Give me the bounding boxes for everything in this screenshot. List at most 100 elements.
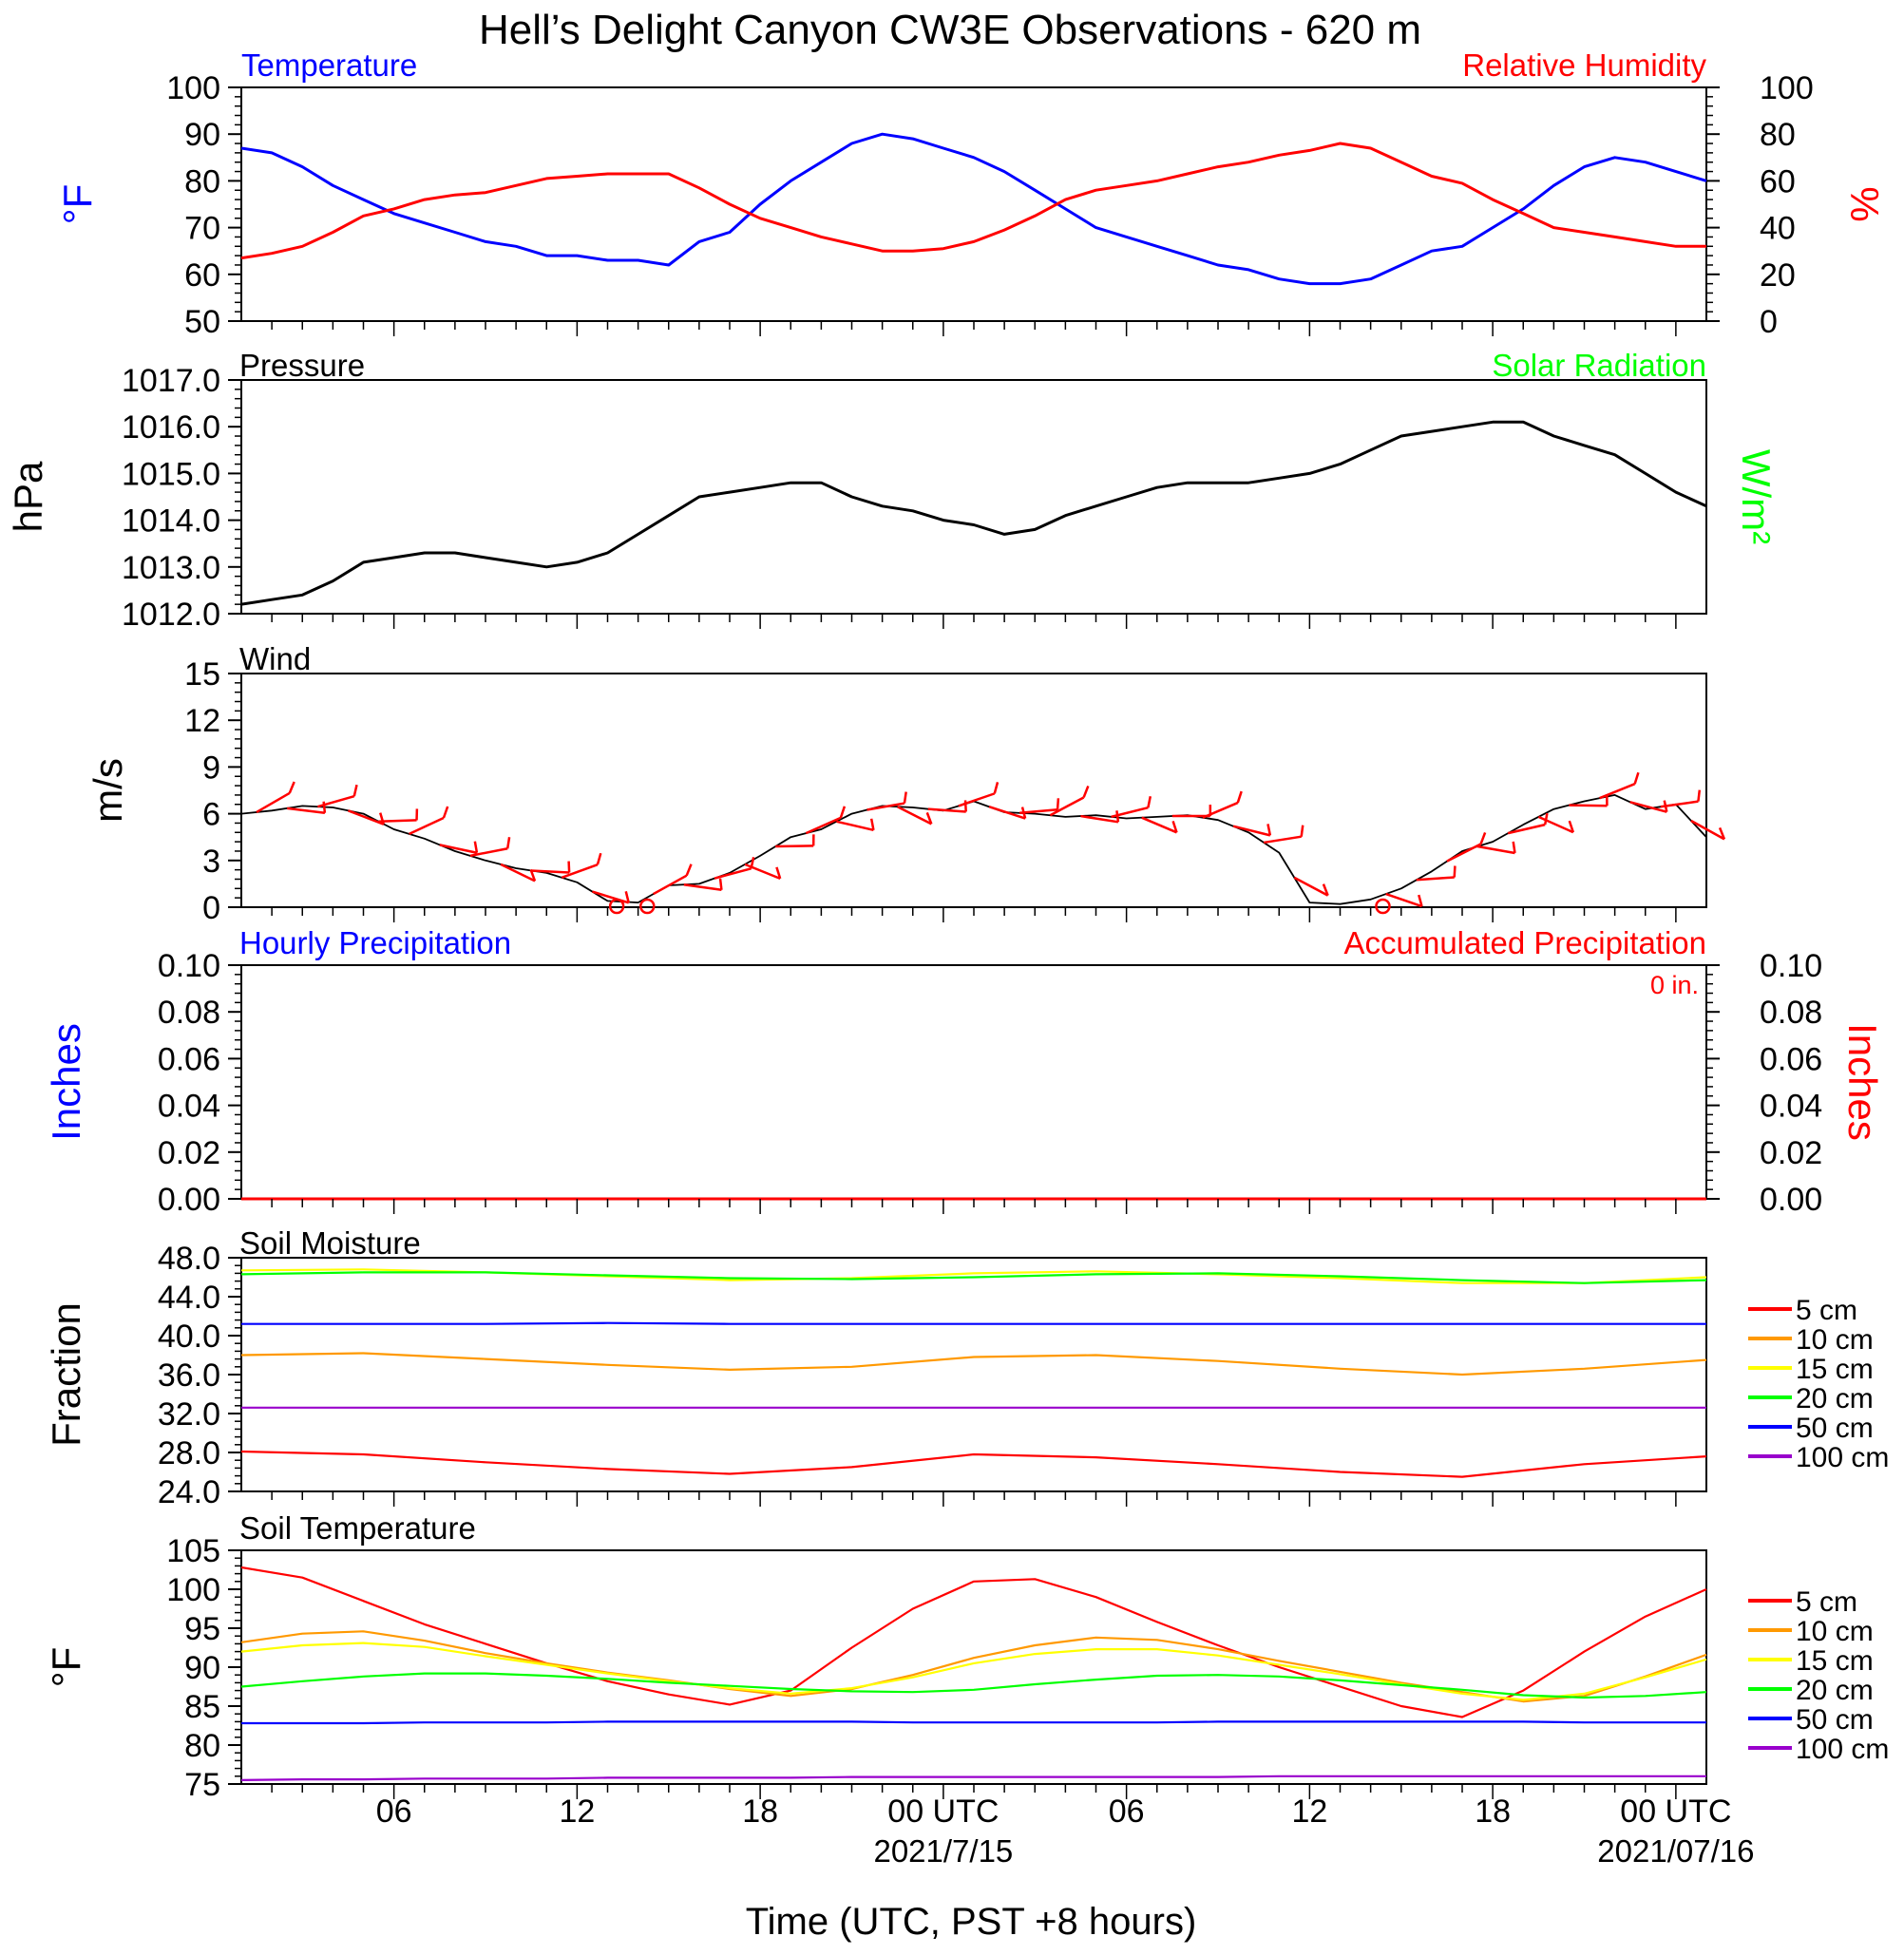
legend-label: 15 cm (1796, 1354, 1874, 1385)
y2-tick-label: 0.08 (1760, 995, 1822, 1031)
wind-barb-flag (685, 864, 693, 877)
y-tick-label: 100 (166, 70, 220, 106)
wind-barb (1232, 825, 1271, 837)
soil-moisture-unit: Fraction (44, 1302, 88, 1447)
y-tick-label: 3 (202, 844, 220, 880)
wind-barb (866, 802, 905, 811)
accum-precip-ticks: 0.00 0.02 0.04 0.06 0.08 0.10 (1706, 948, 1822, 1218)
x-tick-label: 12 (559, 1794, 595, 1830)
wind-barb-flag (1479, 832, 1487, 845)
wind-barb (714, 867, 752, 880)
series-soil_moisture-5cm (240, 1450, 1707, 1478)
legend-label: 20 cm (1796, 1675, 1874, 1706)
wind-barb-flag (1056, 798, 1060, 810)
wind-barb-flag (869, 818, 875, 831)
y-tick-label: 1013.0 (122, 550, 220, 586)
wind-barb-flag (1266, 824, 1272, 836)
temperature-ticks: 50 60 70 80 90 100 (166, 70, 241, 340)
y2-tick-label: 0.10 (1760, 948, 1822, 984)
series-soil_moisture-50cm (241, 1321, 1706, 1325)
wind-barb-flag (352, 784, 358, 797)
wind-barb-flag (1453, 865, 1457, 878)
soil-temp-title: Soil Temperature (239, 1510, 476, 1546)
wind-barb-flag (1418, 894, 1423, 907)
wind-barb (1599, 783, 1636, 800)
x-tick-label: 00 UTC (1620, 1794, 1731, 1830)
wind-barb (1385, 892, 1422, 908)
temperature-unit: °F (55, 184, 100, 224)
legend-label: 20 cm (1796, 1383, 1874, 1414)
wind-barb (683, 883, 722, 892)
wind-barb (1416, 876, 1455, 882)
wind-barb (805, 816, 842, 835)
y-tick-label: 85 (184, 1689, 220, 1725)
y-tick-label: 15 (184, 656, 220, 693)
accum-precip-title: Accumulated Precipitation (1343, 925, 1706, 960)
y2-tick-label: 0.02 (1760, 1135, 1822, 1171)
y-tick-label: 100 (166, 1572, 220, 1608)
y2-tick-label: 0 (1760, 304, 1778, 340)
wind-barb (531, 869, 570, 874)
legend-label: 5 cm (1796, 1295, 1857, 1326)
wind-barb (775, 845, 814, 848)
y2-tick-label: 40 (1760, 211, 1796, 247)
wind-barb-flag (473, 841, 479, 853)
wind-barb-flag (775, 866, 782, 880)
x-tick-label: 18 (1475, 1794, 1511, 1830)
wind-barb-flag (288, 781, 295, 794)
pressure-lines (240, 420, 1707, 606)
wind-barb (287, 807, 326, 814)
wind-barb-flag (1147, 795, 1152, 808)
x-tick-label: 18 (742, 1794, 778, 1830)
wind-barb (1080, 814, 1119, 824)
hourly-precip-unit: Inches (44, 1023, 88, 1141)
pressure-ticks: 1012.0 1013.0 1014.0 1015.0 1016.0 1017.0 (122, 363, 241, 633)
wind-barb-flag (1512, 841, 1516, 854)
y-tick-label: 0.10 (158, 948, 220, 984)
wind-barb-flag (1718, 826, 1726, 840)
calm-marker (608, 898, 625, 915)
y-tick-label: 12 (184, 703, 220, 739)
wind-barb (958, 792, 996, 807)
y-tick-label: 36.0 (158, 1357, 220, 1394)
y-tick-label: 90 (184, 117, 220, 153)
wind-barb (316, 794, 355, 808)
wind-barb (1202, 801, 1239, 819)
wind-barb-flag (839, 806, 847, 819)
y-tick-label: 1014.0 (122, 503, 220, 540)
pressure-unit: hPa (6, 461, 50, 532)
y-tick-label: 80 (184, 1728, 220, 1764)
legend-label: 10 cm (1796, 1616, 1874, 1647)
y2-tick-label: 20 (1760, 257, 1796, 294)
wind-barb-flag (1697, 789, 1702, 802)
series-pressure (240, 420, 1707, 606)
wind-barb-flag (993, 782, 1000, 794)
wind-barb (256, 791, 291, 814)
series-soil_temp-15cm (240, 1642, 1707, 1701)
temp-rh-lines (240, 132, 1707, 286)
series-soil_moisture-10cm (240, 1352, 1707, 1376)
series-temperature (240, 132, 1707, 286)
wind-barb-flag (567, 861, 571, 873)
y2-tick-label: 0.04 (1760, 1089, 1822, 1125)
calm-marker (1375, 898, 1391, 915)
soil-moisture-title: Soil Moisture (239, 1225, 421, 1261)
series-relative-humidity (240, 142, 1706, 260)
x-tick-label: 06 (1109, 1794, 1145, 1830)
y-tick-label: 1016.0 (122, 409, 220, 446)
y-tick-label: 80 (184, 163, 220, 199)
humidity-unit: % (1842, 186, 1887, 221)
wind-barb-flag (1322, 883, 1329, 897)
x-tick-label: 00 UTC (887, 1794, 999, 1830)
wind-barb-flag (1633, 771, 1640, 785)
series-soil_moisture-20cm (240, 1271, 1707, 1284)
wind-barb (653, 874, 688, 896)
wind-barb (1537, 815, 1574, 834)
wind-barb (378, 819, 417, 824)
wind-barb-flag (903, 791, 907, 804)
series-soil_temp-100cm (240, 1775, 1706, 1781)
y-tick-label: 1012.0 (122, 597, 220, 633)
pressure-title: Pressure (239, 348, 365, 383)
accum-precip-unit: Inches (1840, 1023, 1885, 1141)
hourly-precip-ticks: 0.00 0.02 0.04 0.06 0.08 0.10 (158, 948, 241, 1218)
